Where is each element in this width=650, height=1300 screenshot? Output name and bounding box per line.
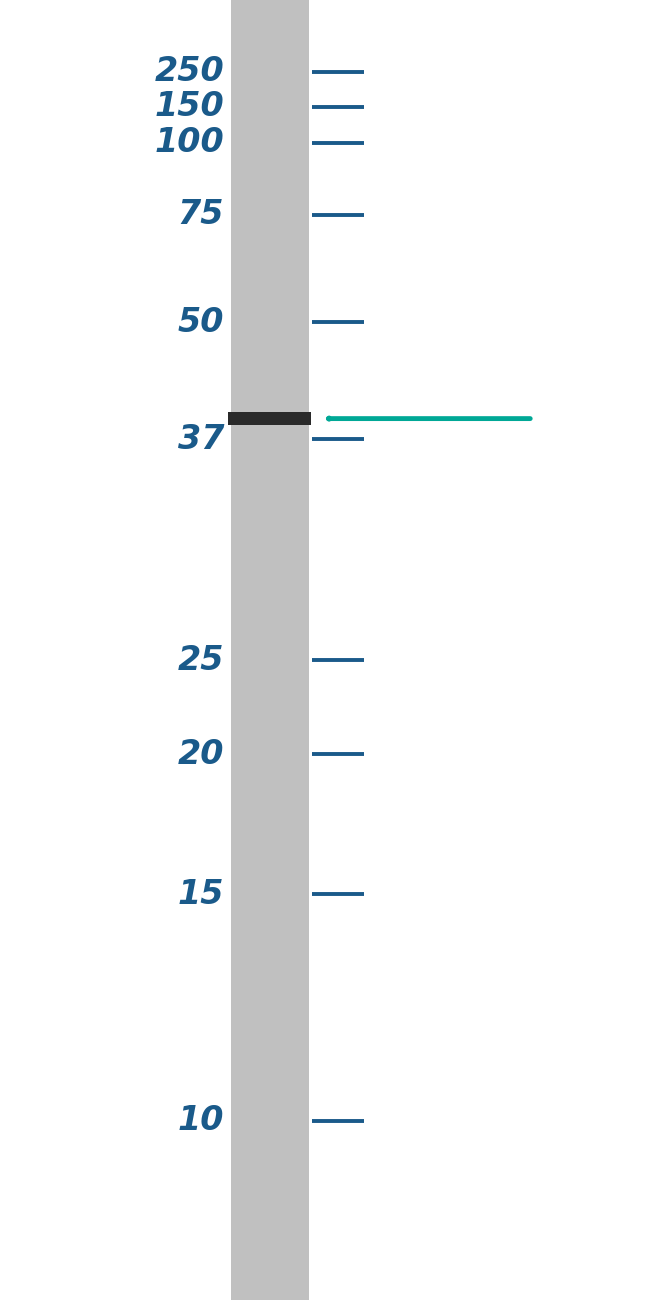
Text: 100: 100 <box>155 126 224 160</box>
Text: 37: 37 <box>177 422 224 456</box>
Bar <box>231 0 309 1300</box>
Text: 20: 20 <box>177 737 224 771</box>
Text: 250: 250 <box>155 55 224 88</box>
Bar <box>228 412 311 425</box>
Text: 75: 75 <box>177 198 224 231</box>
Text: 25: 25 <box>177 644 224 677</box>
Text: 150: 150 <box>155 90 224 124</box>
Text: 10: 10 <box>177 1104 224 1138</box>
Text: 50: 50 <box>177 306 224 339</box>
Text: 15: 15 <box>177 878 224 911</box>
